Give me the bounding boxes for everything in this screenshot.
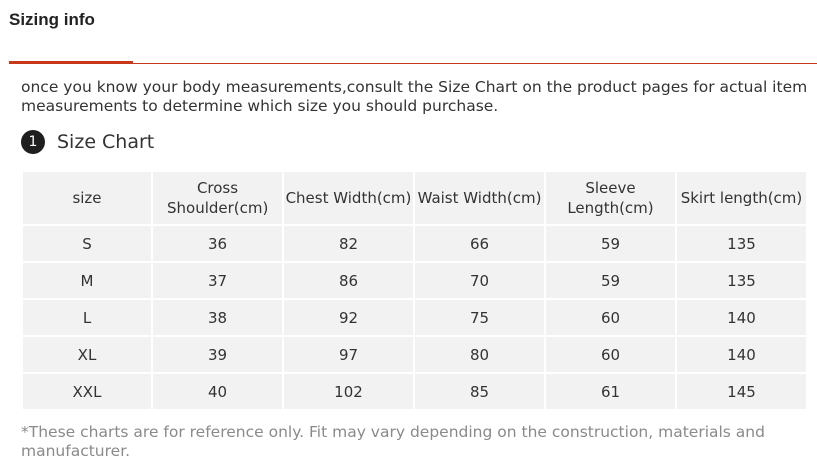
table-cell: 66 [415, 226, 544, 261]
table-cell: 37 [153, 263, 282, 298]
disclaimer-note: *These charts are for reference only. Fi… [21, 423, 765, 460]
table-cell: 70 [415, 263, 544, 298]
table-cell: 82 [284, 226, 413, 261]
table-row: L 38 92 75 60 140 [23, 300, 806, 335]
table-row: M 37 86 70 59 135 [23, 263, 806, 298]
page-title: Sizing info [9, 10, 95, 29]
table-cell: M [23, 263, 151, 298]
column-header: Skirt length(cm) [677, 172, 806, 224]
header-divider-accent [9, 61, 133, 64]
table-cell: 60 [546, 300, 675, 335]
table-cell: 140 [677, 337, 806, 372]
table-cell: 145 [677, 374, 806, 409]
table-cell: 61 [546, 374, 675, 409]
column-header: Sleeve Length(cm) [546, 172, 675, 224]
table-cell: 36 [153, 226, 282, 261]
table-cell: XXL [23, 374, 151, 409]
table-cell: 97 [284, 337, 413, 372]
table-row: S 36 82 66 59 135 [23, 226, 806, 261]
column-header: Waist Width(cm) [415, 172, 544, 224]
step-number-badge: 1 [21, 130, 45, 154]
table-cell: 59 [546, 263, 675, 298]
table-cell: 135 [677, 226, 806, 261]
table-cell: 60 [546, 337, 675, 372]
table-cell: XL [23, 337, 151, 372]
table-cell: L [23, 300, 151, 335]
table-row: XL 39 97 80 60 140 [23, 337, 806, 372]
column-header: size [23, 172, 151, 224]
table-cell: 140 [677, 300, 806, 335]
table-cell: 86 [284, 263, 413, 298]
table-cell: 38 [153, 300, 282, 335]
table-cell: 92 [284, 300, 413, 335]
table-row: XXL 40 102 85 61 145 [23, 374, 806, 409]
table-cell: 135 [677, 263, 806, 298]
intro-text: once you know your body measurements,con… [21, 78, 808, 115]
column-header: Cross Shoulder(cm) [153, 172, 282, 224]
table-cell: 102 [284, 374, 413, 409]
table-cell: 40 [153, 374, 282, 409]
table-cell: 80 [415, 337, 544, 372]
table-cell: 85 [415, 374, 544, 409]
size-chart-heading: 1 Size Chart [21, 130, 154, 154]
column-header: Chest Width(cm) [284, 172, 413, 224]
table-cell: S [23, 226, 151, 261]
section-title: Size Chart [57, 131, 155, 153]
header-divider [9, 63, 817, 64]
table-header-row: size Cross Shoulder(cm) Chest Width(cm) … [23, 172, 806, 224]
table-cell: 59 [546, 226, 675, 261]
table-cell: 75 [415, 300, 544, 335]
table-cell: 39 [153, 337, 282, 372]
size-chart-table: size Cross Shoulder(cm) Chest Width(cm) … [21, 170, 808, 411]
